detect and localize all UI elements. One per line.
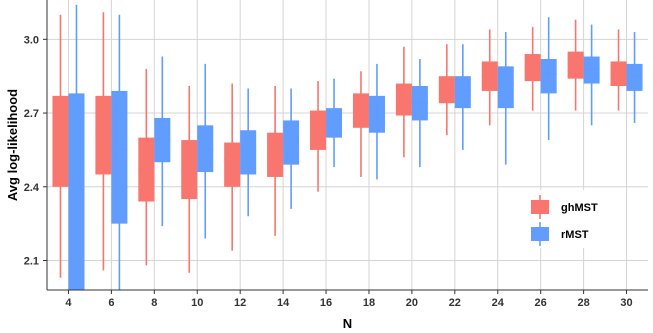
box-body (224, 142, 241, 187)
y-tick-label: 2.7 (24, 108, 39, 120)
box-rMST-18 (368, 63, 385, 180)
box-ghMST-12 (224, 83, 241, 251)
legend-key-rMST (531, 222, 549, 246)
x-tick-label: 6 (108, 297, 114, 309)
legend-key-ghMST (531, 195, 549, 219)
legend: ghMST rMST (520, 190, 620, 248)
box-ghMST-4 (52, 14, 69, 278)
box-rMST-22 (454, 44, 471, 150)
box-body (583, 56, 600, 84)
y-axis-title: Avg log-likelihood (5, 89, 20, 201)
box-rMST-26 (540, 17, 557, 141)
box-body (310, 110, 327, 150)
box-rMST-30 (626, 31, 643, 123)
legend-label-ghMST: ghMST (561, 202, 598, 214)
box-ghMST-26 (524, 27, 541, 111)
box-rMST-20 (411, 58, 428, 168)
box-body (267, 132, 284, 177)
box-rMST-8 (154, 56, 171, 227)
y-tick-label: 3.0 (24, 34, 39, 46)
box-body (540, 58, 557, 94)
box-body (368, 95, 385, 133)
box-body (567, 51, 584, 79)
box-body (197, 125, 214, 173)
box-body (454, 76, 471, 109)
box-rMST-14 (283, 88, 300, 209)
box-body (626, 63, 643, 91)
x-axis-title: N (343, 316, 352, 331)
box-ghMST-24 (481, 29, 498, 126)
box-ghMST-18 (352, 71, 369, 177)
legend-label-rMST: rMST (561, 229, 589, 241)
box-rMST-10 (197, 63, 214, 239)
box-rMST-6 (111, 14, 128, 290)
x-tick-label: 10 (191, 297, 203, 309)
x-tick-label: 14 (277, 297, 290, 309)
box-ghMST-30 (610, 29, 627, 111)
x-tick-label: 12 (234, 297, 246, 309)
axis-layer: 2.1 2.4 2.7 3.0 4 6 8 10 12 14 16 18 20 22 24 26 28 30 (24, 0, 648, 309)
x-tick-label: 16 (320, 297, 332, 309)
box-body (326, 108, 343, 138)
box-body (524, 54, 541, 82)
box-body (68, 93, 85, 290)
box-ghMST-8 (138, 68, 155, 266)
box-rMST-4 (68, 4, 85, 290)
box-layer (52, 4, 643, 290)
box-ghMST-6 (95, 12, 112, 271)
box-body (111, 90, 128, 224)
y-tick-label: 2.4 (24, 182, 40, 194)
x-tick-label: 28 (577, 297, 589, 309)
box-ghMST-20 (395, 46, 412, 158)
box-body (438, 76, 455, 104)
box-rMST-16 (326, 78, 343, 168)
x-tick-label: 30 (620, 297, 632, 309)
x-tick-label: 24 (492, 297, 505, 309)
x-tick-label: 20 (406, 297, 418, 309)
box-body (240, 130, 257, 175)
box-body (497, 66, 514, 109)
x-tick-label: 4 (65, 297, 72, 309)
box-rMST-12 (240, 88, 257, 217)
legend-swatch (531, 200, 549, 214)
box-rMST-28 (583, 24, 600, 126)
box-ghMST-16 (310, 81, 327, 192)
legend-swatch (531, 227, 549, 241)
box-body (52, 95, 69, 187)
x-tick-label: 8 (151, 297, 157, 309)
box-body (395, 83, 412, 116)
box-ghMST-10 (181, 86, 198, 273)
y-tick-label: 2.1 (24, 256, 39, 268)
box-ghMST-14 (267, 86, 284, 236)
box-body (95, 95, 112, 175)
x-tick-label: 22 (449, 297, 461, 309)
x-tick-label: 18 (363, 297, 375, 309)
box-ghMST-28 (567, 19, 584, 111)
box-rMST-24 (497, 31, 514, 165)
x-tick-label: 26 (535, 297, 547, 309)
box-ghMST-22 (438, 44, 455, 136)
